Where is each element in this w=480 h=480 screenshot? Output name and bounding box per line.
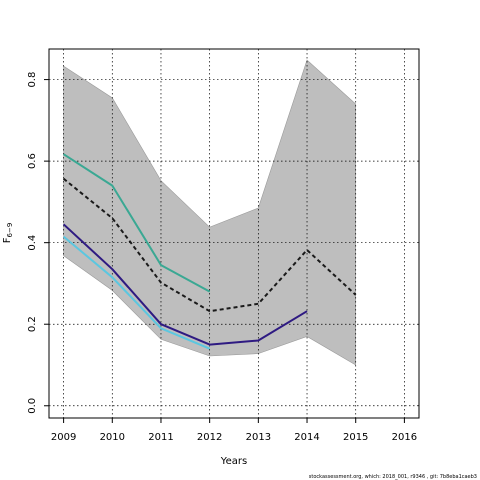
- y-axis-title: F6−9: [2, 223, 14, 244]
- x-tick-label: 2013: [246, 432, 271, 443]
- y-tick-label: 0.8: [27, 72, 38, 88]
- grid: [49, 49, 419, 418]
- x-axis: 2009 2010 2011 2012 2013 2014 2015 2016: [51, 418, 417, 443]
- y-axis-title-subscript: 6−9: [6, 223, 14, 238]
- y-tick-label: 0.6: [27, 153, 38, 169]
- x-tick-label: 2011: [148, 432, 173, 443]
- x-tick-label: 2012: [197, 432, 222, 443]
- x-axis-title: Years: [220, 456, 247, 467]
- series-line-1: [62, 235, 211, 350]
- x-tick-label: 2014: [294, 432, 319, 443]
- series-line-4: [62, 177, 357, 313]
- y-tick-label: 0.0: [27, 398, 38, 414]
- y-axis-title-main: F: [2, 237, 13, 243]
- plot-frame: [48, 48, 420, 419]
- x-tick-label: 2016: [392, 432, 417, 443]
- x-tick-label: 2010: [100, 432, 125, 443]
- series-line-3: [62, 223, 308, 346]
- footer-note: stockassessment.org, which: 2018_001, r9…: [309, 474, 477, 480]
- series-lines: [62, 153, 357, 350]
- x-tick-label: 2009: [51, 432, 76, 443]
- y-tick-label: 0.4: [27, 235, 38, 251]
- y-axis: 0.0 0.2 0.4 0.6 0.8: [27, 72, 49, 414]
- x-tick-label: 2015: [343, 432, 368, 443]
- series-line-2: [63, 153, 211, 293]
- y-tick-label: 0.2: [27, 316, 38, 332]
